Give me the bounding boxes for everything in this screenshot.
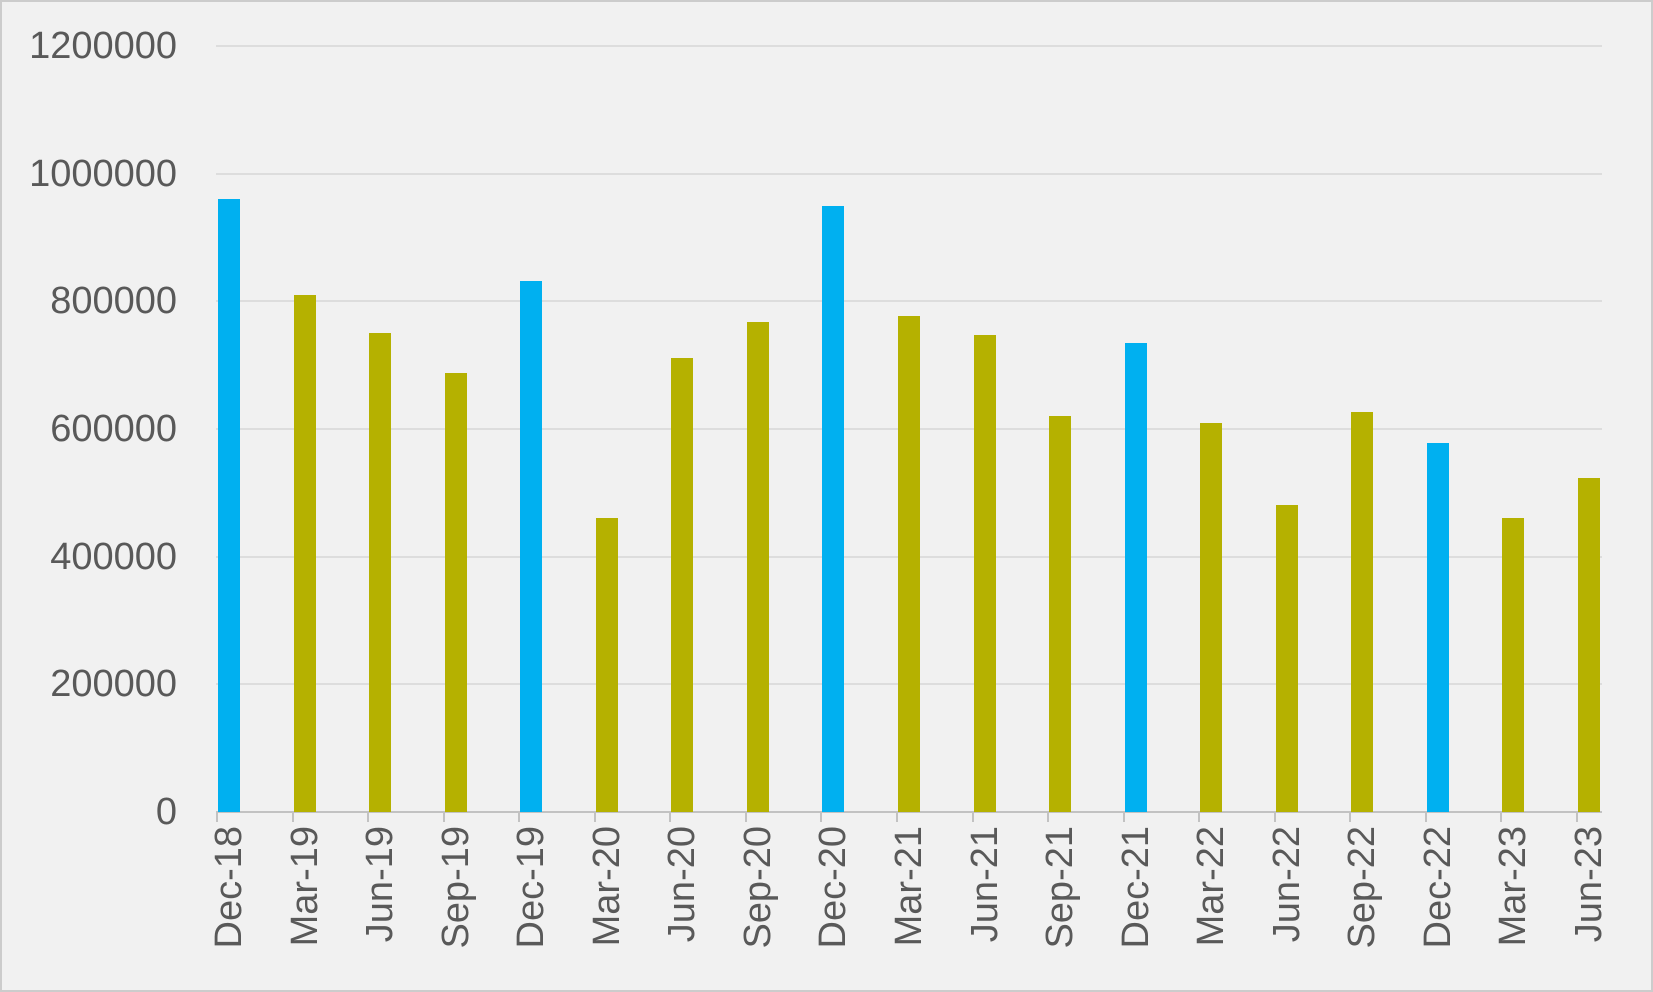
bar-Mar-23[interactable]	[1502, 518, 1524, 812]
x-axis-label-Dec-19: Dec-19	[510, 826, 552, 949]
y-axis-tick-label: 0	[155, 791, 177, 833]
y-axis-tick-label: 1000000	[29, 153, 177, 195]
x-axis-tick	[669, 812, 671, 822]
bar-Sep-20[interactable]	[747, 322, 769, 812]
bar-Jun-22[interactable]	[1276, 505, 1298, 812]
x-axis-tick	[1349, 812, 1351, 822]
x-axis-tick	[292, 812, 294, 822]
x-axis-label-Jun-20: Jun-20	[661, 826, 703, 943]
gridline-1000000	[216, 173, 1602, 175]
x-axis-label-Sep-20: Sep-20	[737, 826, 779, 949]
x-axis-tick	[1425, 812, 1427, 822]
x-axis-tick	[1576, 812, 1578, 822]
x-axis-tick	[443, 812, 445, 822]
x-axis-label-Sep-21: Sep-21	[1039, 826, 1081, 949]
y-axis-tick-label: 200000	[50, 663, 177, 705]
x-axis-label-Jun-23: Jun-23	[1568, 826, 1610, 943]
bar-Dec-21[interactable]	[1125, 343, 1147, 812]
bar-Dec-19[interactable]	[520, 281, 542, 812]
bar-Dec-22[interactable]	[1427, 443, 1449, 812]
y-axis-tick-label: 400000	[50, 536, 177, 578]
x-axis-label-Mar-21: Mar-21	[888, 826, 930, 947]
x-axis-tick	[216, 812, 218, 822]
x-axis-label-Jun-21: Jun-21	[964, 826, 1006, 943]
x-axis-tick	[1274, 812, 1276, 822]
x-axis-label-Mar-22: Mar-22	[1190, 826, 1232, 947]
bar-Mar-19[interactable]	[294, 295, 316, 812]
x-axis-tick	[518, 812, 520, 822]
x-axis-line	[216, 811, 1602, 813]
y-axis-tick-label: 800000	[50, 280, 177, 322]
x-axis-label-Dec-18: Dec-18	[208, 826, 250, 949]
bar-Mar-21[interactable]	[898, 316, 920, 812]
x-axis-label-Jun-22: Jun-22	[1266, 826, 1308, 943]
x-axis-tick	[1198, 812, 1200, 822]
bar-Jun-20[interactable]	[671, 358, 693, 812]
x-axis-label-Dec-20: Dec-20	[812, 826, 854, 949]
x-axis-tick	[1123, 812, 1125, 822]
x-axis-label-Dec-22: Dec-22	[1417, 826, 1459, 949]
bar-Sep-22[interactable]	[1351, 412, 1373, 812]
bar-Sep-19[interactable]	[445, 373, 467, 812]
x-axis-label-Dec-21: Dec-21	[1115, 826, 1157, 949]
bar-Sep-21[interactable]	[1049, 416, 1071, 812]
x-axis-tick	[367, 812, 369, 822]
x-axis-tick	[1500, 812, 1502, 822]
gridline-1200000	[216, 45, 1602, 47]
x-axis-label-Sep-22: Sep-22	[1341, 826, 1383, 949]
y-axis-tick-label: 600000	[50, 408, 177, 450]
x-axis-tick	[594, 812, 596, 822]
x-axis-label-Mar-20: Mar-20	[586, 826, 628, 947]
y-axis-tick-label: 1200000	[29, 25, 177, 67]
bar-Jun-21[interactable]	[974, 335, 996, 812]
x-axis-label-Mar-19: Mar-19	[284, 826, 326, 947]
bar-Jun-19[interactable]	[369, 333, 391, 812]
x-axis-tick	[1047, 812, 1049, 822]
bar-Jun-23[interactable]	[1578, 478, 1600, 812]
bar-Mar-22[interactable]	[1200, 423, 1222, 812]
bar-Mar-20[interactable]	[596, 518, 618, 812]
x-axis-label-Jun-19: Jun-19	[359, 826, 401, 943]
x-axis-label-Mar-23: Mar-23	[1492, 826, 1534, 947]
bar-Dec-18[interactable]	[218, 199, 240, 812]
x-axis-tick	[820, 812, 822, 822]
x-axis-label-Sep-19: Sep-19	[435, 826, 477, 949]
gridline-800000	[216, 300, 1602, 302]
bar-Dec-20[interactable]	[822, 206, 844, 812]
x-axis-tick	[896, 812, 898, 822]
x-axis-tick	[972, 812, 974, 822]
x-axis-tick	[745, 812, 747, 822]
